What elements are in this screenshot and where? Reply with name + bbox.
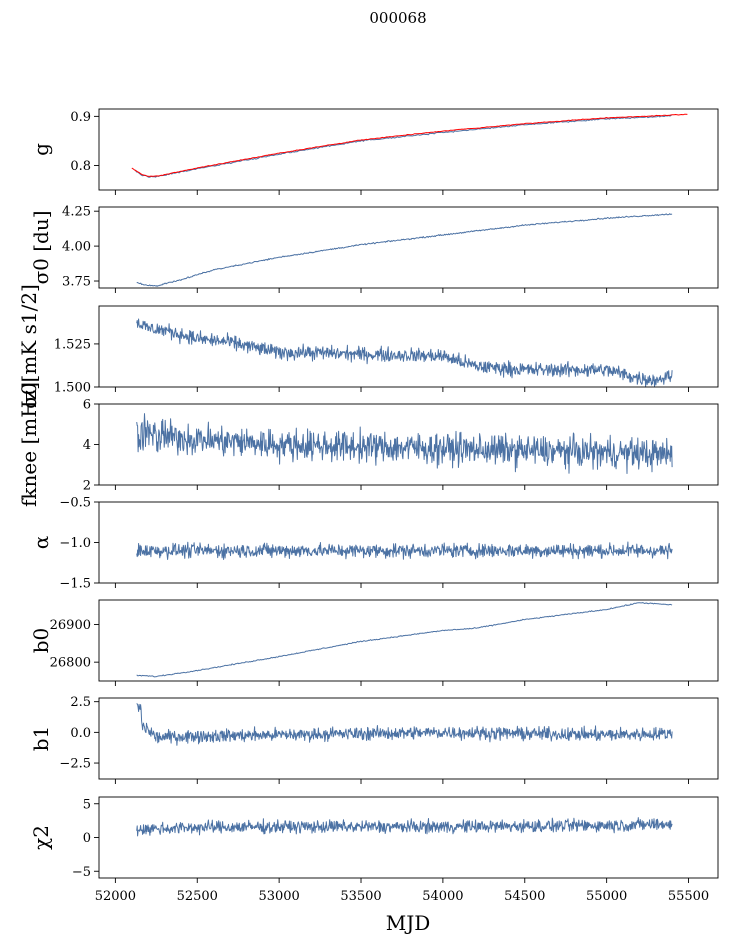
y-tick-label: 2 <box>83 479 91 494</box>
b1-series-line <box>136 703 673 746</box>
b0-axes-frame <box>98 599 719 682</box>
figure-title: 000068 <box>369 9 426 27</box>
alpha-series-line <box>136 541 673 560</box>
fknee-series-line <box>136 413 673 474</box>
x-tick-label: 55500 <box>668 889 709 904</box>
g-axes-frame <box>98 108 719 191</box>
y-tick-label: 0.9 <box>70 110 91 125</box>
sigma0-temp-axes-frame <box>98 305 719 388</box>
y-tick-label: 4.00 <box>62 240 91 255</box>
sigma0-temp-y-axis-label: σ0[mK s1/2] <box>17 284 41 409</box>
x-tick-label: 53000 <box>258 889 299 904</box>
alpha-y-axis-label: α <box>29 536 53 550</box>
y-tick-label: 1.525 <box>54 337 91 352</box>
x-tick-label: 54000 <box>422 889 463 904</box>
y-tick-label: 0.0 <box>70 726 91 741</box>
y-tick-label: 0.8 <box>70 159 91 174</box>
fknee-panel: 2 4 6 fknee [mHz] <box>17 382 719 507</box>
sigma0-temp-series-line <box>136 318 673 388</box>
y-tick-label: 0 <box>83 831 91 846</box>
y-tick-label: 4 <box>83 438 91 453</box>
subplots: 0.8 0.9 g 3.75 4.00 4.25 σ0 [du] 1.500 1.525 σ0[m… <box>17 108 719 883</box>
sigma0-temp-panel: 1.500 1.525 σ0[mK s1/2] <box>17 284 719 409</box>
sigma0-du-axes-frame <box>98 206 719 289</box>
y-tick-label: 5 <box>83 797 91 812</box>
y-tick-label: −0.5 <box>59 496 91 511</box>
chi2-y-axis-label: χ2 <box>29 825 53 850</box>
chi2-axes-frame <box>98 796 719 879</box>
sigma0-du-series-line <box>136 213 673 287</box>
y-tick-label: 3.75 <box>62 275 91 290</box>
alpha-axes-frame <box>98 501 719 584</box>
b1-y-axis-label: b1 <box>29 726 53 752</box>
x-tick-label: 54500 <box>504 889 545 904</box>
y-tick-label: −1.5 <box>59 577 91 592</box>
y-tick-label: 26900 <box>50 618 91 633</box>
y-tick-label: 1.500 <box>54 381 91 396</box>
g-fit-line <box>131 113 688 177</box>
b1-panel: −2.5 0.0 2.5 b1 <box>29 695 719 784</box>
alpha-panel: −1.5 −1.0 −0.5 α <box>29 496 719 592</box>
b1-axes-frame <box>98 697 719 780</box>
sigma0-du-panel: 3.75 4.00 4.25 σ0 [du] <box>29 205 719 293</box>
x-tick-label: 53500 <box>340 889 381 904</box>
x-axis-ticks: 52000 52500 53000 53500 54000 54500 55000 55500 <box>95 889 710 904</box>
y-tick-label: 26800 <box>50 656 91 671</box>
y-tick-label: −1.0 <box>59 536 91 551</box>
x-axis-label: MJD <box>386 911 431 935</box>
b0-y-axis-label: b0 <box>29 628 53 654</box>
fknee-y-axis-label: fknee [mHz] <box>17 382 41 507</box>
x-tick-label: 52500 <box>177 889 218 904</box>
y-tick-label: 4.25 <box>62 205 91 220</box>
g-series-line <box>134 114 672 178</box>
g-panel: 0.8 0.9 g <box>29 108 719 195</box>
y-tick-label: 6 <box>83 398 91 413</box>
sigma0-du-y-axis-label: σ0 [du] <box>29 210 53 284</box>
y-tick-label: −5 <box>72 865 91 880</box>
chi2-panel: −5 0 5 χ2 <box>29 796 719 883</box>
chi2-series-line <box>136 817 673 837</box>
y-tick-label: −2.5 <box>59 757 91 772</box>
g-y-axis-label: g <box>29 143 53 156</box>
x-tick-label: 55000 <box>586 889 627 904</box>
b0-series-line <box>136 602 673 678</box>
y-tick-label: 2.5 <box>70 695 91 710</box>
x-tick-label: 52000 <box>95 889 136 904</box>
